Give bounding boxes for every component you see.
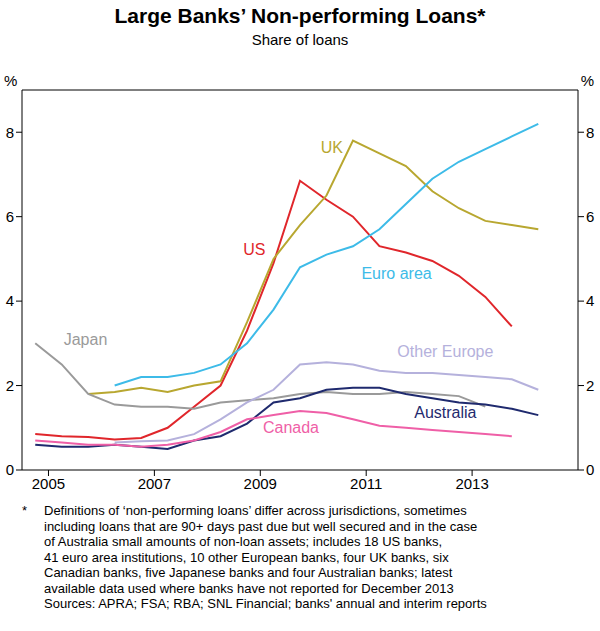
svg-text:6: 6 <box>586 208 592 225</box>
html-text:including loans that are 90+ d: including loans that are 90+ days past d… <box>44 518 478 534</box>
svg-text:2005: 2005 <box>32 475 65 492</box>
html-text:41 euro area institutions, 10: 41 euro area institutions, 10 other Euro… <box>44 549 449 565</box>
svg-text:Euro area: Euro area <box>361 265 431 282</box>
svg-text:0: 0 <box>8 461 14 478</box>
html-text:Sources: APRA; FSA; RBA; SNL F: Sources: APRA; FSA; RBA; SNL Financial; … <box>44 596 487 611</box>
svg-text:8: 8 <box>8 124 14 141</box>
svg-text:US: US <box>243 241 265 258</box>
svg-text:2: 2 <box>586 377 592 394</box>
html-text:Canadian banks, five Japanese: Canadian banks, five Japanese banks and … <box>44 565 453 580</box>
svg-text:Australia: Australia <box>414 404 476 421</box>
svg-text:Canada: Canada <box>263 419 319 436</box>
svg-text:2013: 2013 <box>455 475 488 492</box>
svg-text:8: 8 <box>586 124 592 141</box>
svg-text:0: 0 <box>586 461 592 478</box>
svg-text:6: 6 <box>8 208 14 225</box>
svg-text:2011: 2011 <box>350 475 382 492</box>
svg-text:UK: UK <box>321 139 344 156</box>
svg-text:2007: 2007 <box>138 475 171 492</box>
html-text:Share of loans: Share of loans <box>251 31 349 48</box>
html-text:of Australia small amounts of: of Australia small amounts of non-loan a… <box>44 534 443 549</box>
svg-text:4: 4 <box>586 292 592 309</box>
svg-text:4: 4 <box>8 292 14 309</box>
html-text:available data used where bank: available data used where banks have not… <box>44 580 454 596</box>
svg-text:Japan: Japan <box>64 331 108 348</box>
svg-text:2009: 2009 <box>244 475 277 492</box>
html-text:Large Banks’ Non-performing Lo: Large Banks’ Non-performing Loans* <box>114 4 486 27</box>
svg-text:2: 2 <box>8 377 14 394</box>
svg-text:Other Europe: Other Europe <box>397 343 493 360</box>
html-text:Definitions of ‘non-performing: Definitions of ‘non-performing loans’ di… <box>44 503 467 518</box>
